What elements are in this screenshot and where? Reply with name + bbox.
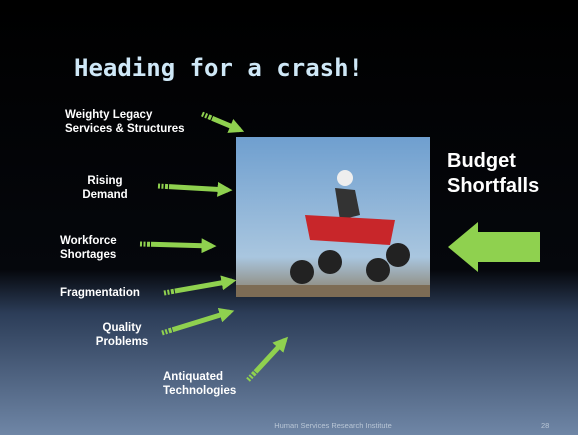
side-text-line: Shortfalls: [447, 175, 539, 197]
label-line: Problems: [96, 336, 148, 348]
label: Quality Problems: [96, 322, 148, 348]
footer: Human Services Research Institute: [274, 421, 392, 430]
arrow: [161, 307, 235, 336]
label-line: Antiquated: [163, 371, 223, 383]
big-arrow: [448, 222, 540, 272]
label: Fragmentation: [60, 287, 140, 299]
label-line: Rising: [87, 175, 122, 187]
side-text: Budget Shortfalls: [447, 150, 539, 197]
label: Weighty Legacy Services & Structures: [65, 109, 185, 135]
label-line: Shortages: [60, 249, 116, 261]
side-text-line: Budget: [447, 150, 516, 172]
arrow: [139, 238, 217, 254]
arrow: [157, 181, 233, 197]
page-number: 28: [541, 421, 549, 430]
label-line: Workforce: [60, 235, 117, 247]
title: Heading for a crash!: [74, 54, 363, 82]
label-line: Demand: [82, 189, 127, 201]
arrow: [246, 336, 289, 382]
label-line: Technologies: [163, 385, 236, 397]
photo: [236, 137, 430, 297]
label-line: Weighty Legacy: [65, 109, 153, 121]
label: Workforce Shortages: [60, 235, 117, 261]
label: Rising Demand: [82, 175, 127, 201]
label-line: Quality: [103, 322, 143, 334]
arrow: [201, 111, 245, 133]
label-line: Fragmentation: [60, 287, 140, 299]
label-line: Services & Structures: [65, 123, 185, 135]
label: Antiquated Technologies: [163, 371, 236, 397]
arrow: [163, 275, 237, 296]
